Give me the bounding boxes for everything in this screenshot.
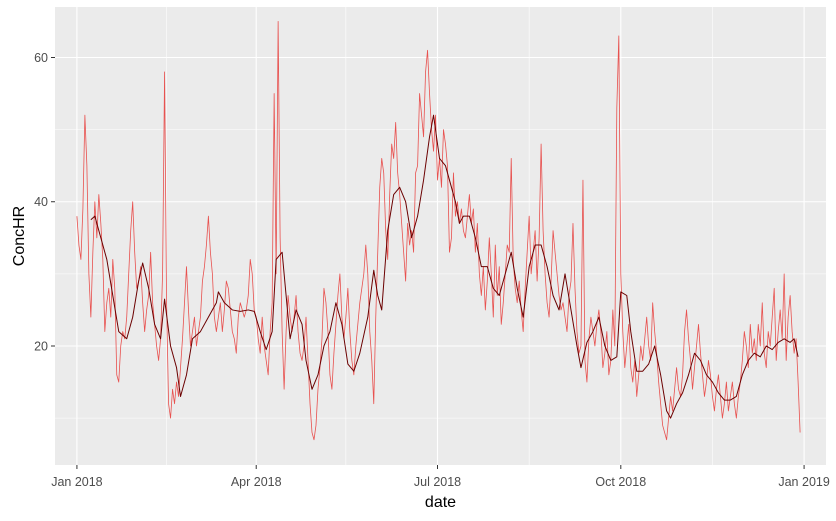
x-tick-label: Apr 2018: [231, 475, 282, 489]
series-layer: [76, 21, 801, 441]
series-line-1: [76, 21, 801, 441]
y-axis: 20 40 60: [34, 51, 55, 353]
x-axis-title: date: [425, 494, 456, 511]
minor-gridlines: [55, 7, 826, 465]
plot-panel: [55, 7, 826, 465]
y-tick-label: 40: [34, 195, 48, 209]
x-tick-label: Jan 2019: [778, 475, 829, 489]
series-line-2: [90, 114, 799, 419]
y-tick-label: 20: [34, 339, 48, 353]
y-tick-label: 60: [34, 51, 48, 65]
x-tick-label: Jan 2018: [51, 475, 102, 489]
x-axis: Jan 2018 Apr 2018 Jul 2018 Oct 2018 Jan 2019: [51, 465, 830, 489]
x-tick-label: Oct 2018: [595, 475, 646, 489]
x-tick-label: Jul 2018: [414, 475, 461, 489]
y-axis-title: ConcHR: [11, 206, 28, 266]
